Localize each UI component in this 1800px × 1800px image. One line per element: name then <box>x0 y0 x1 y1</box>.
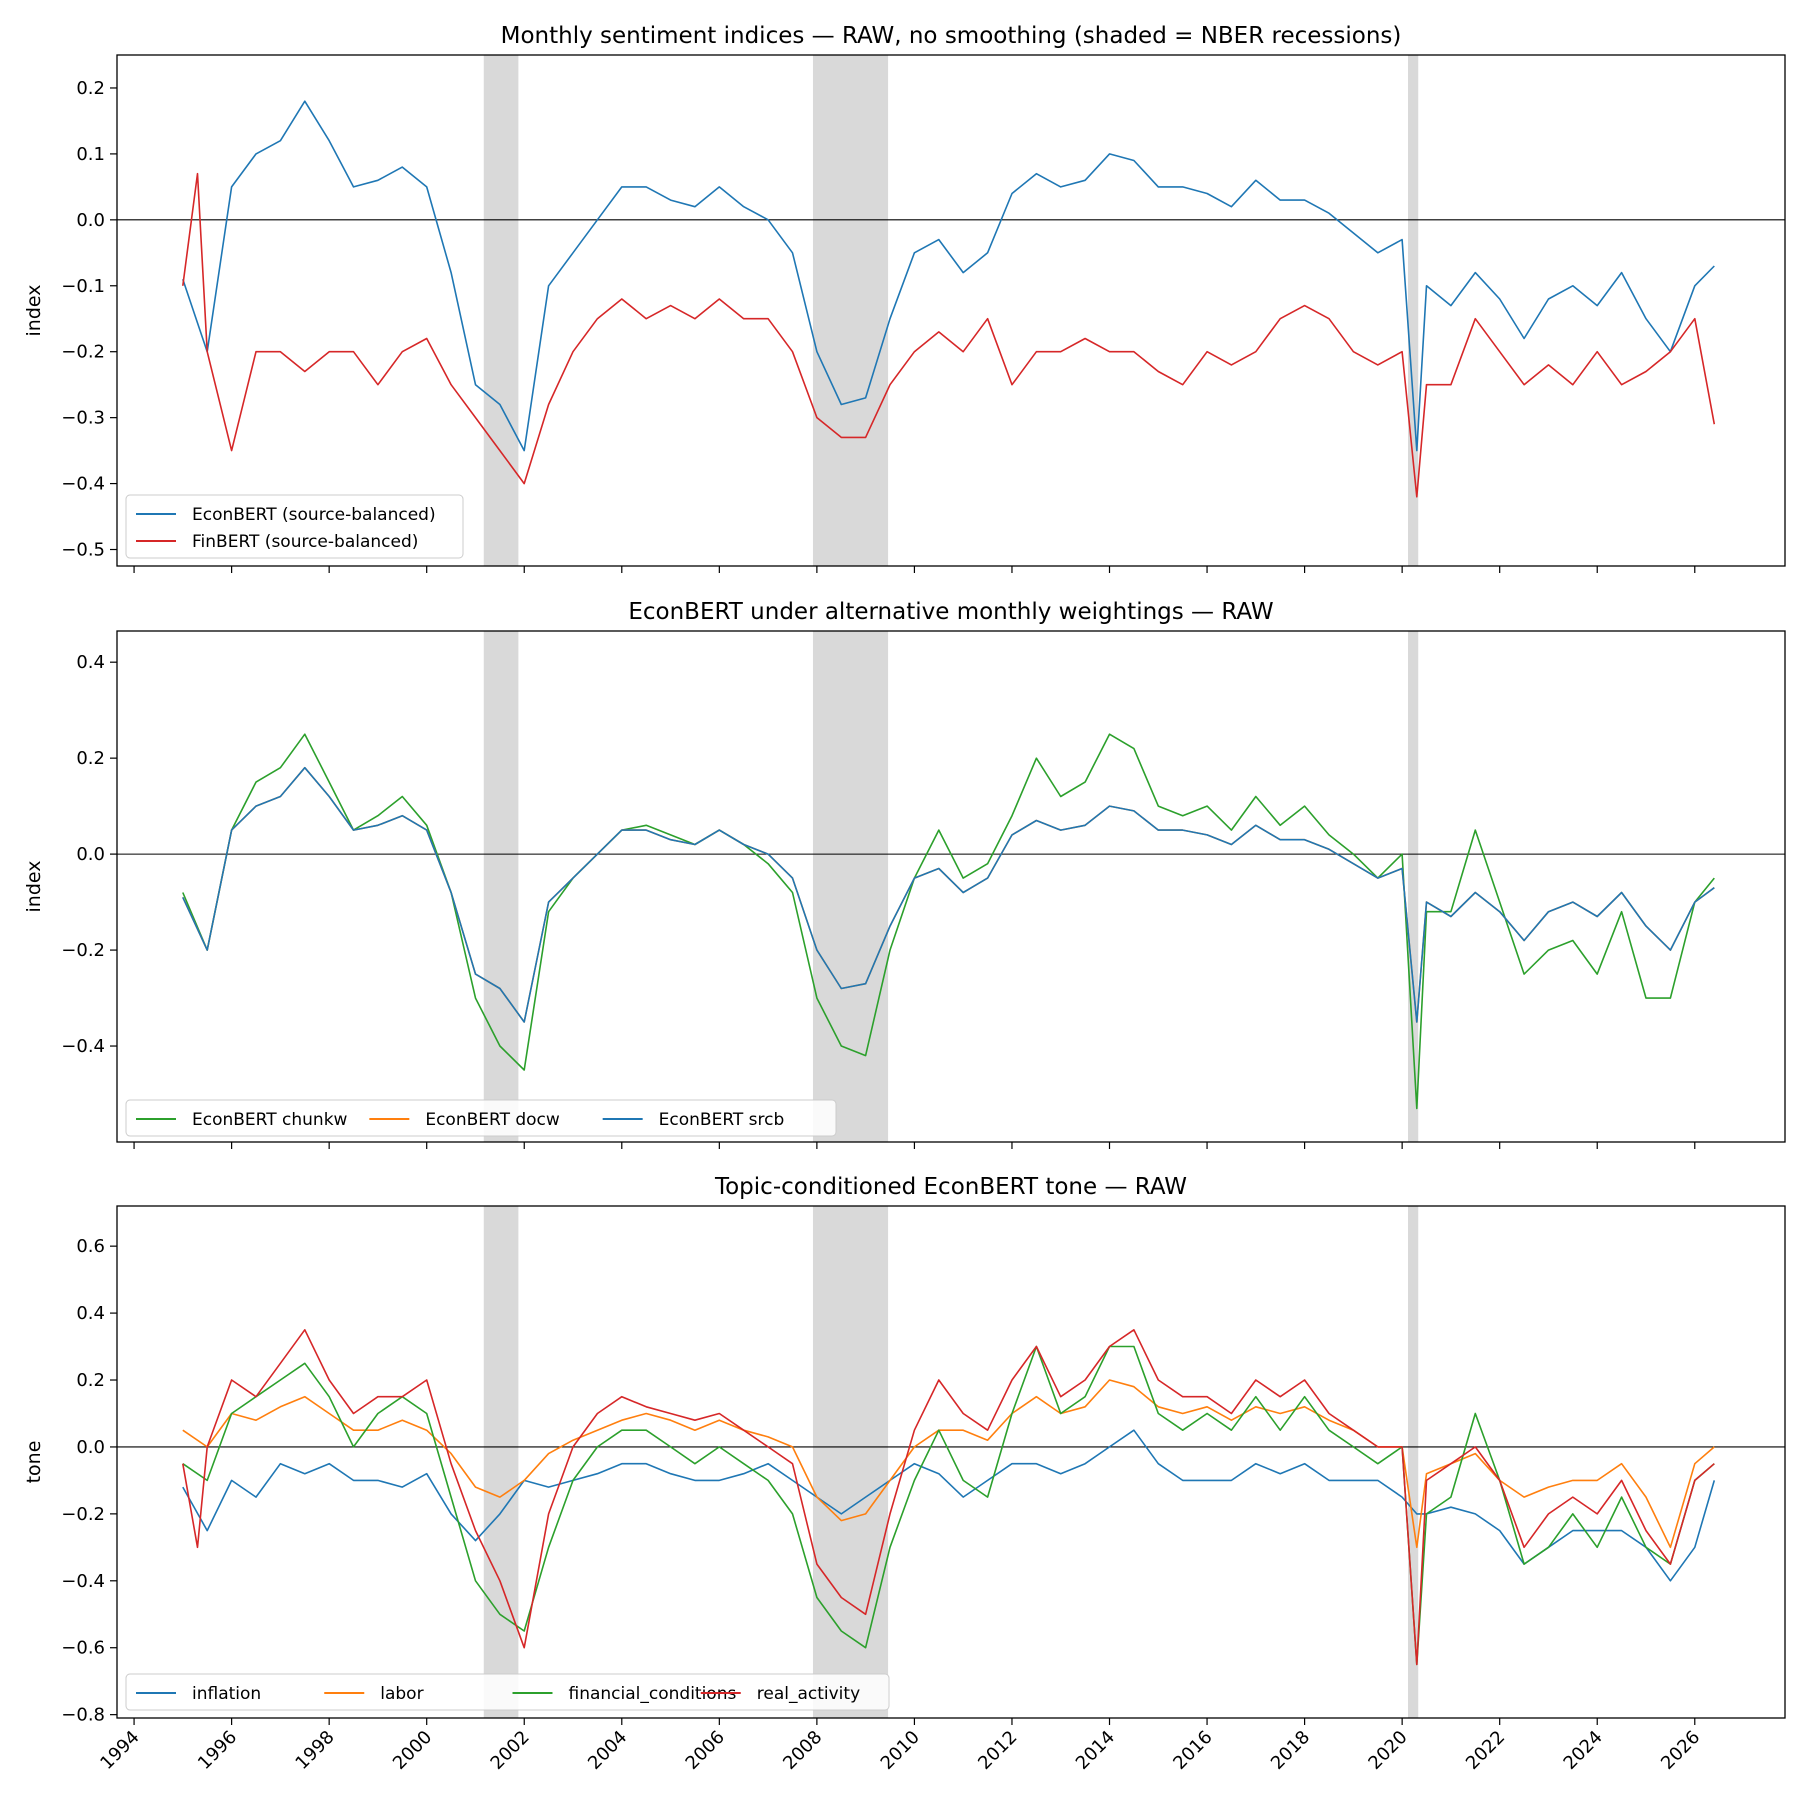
series-layer <box>182 100 1716 498</box>
y-tick-label: −0.4 <box>61 1036 105 1057</box>
recession-shading-layer <box>483 631 1419 1142</box>
y-tick-label: −0.4 <box>61 474 105 495</box>
legend-label: EconBERT chunkw <box>192 1110 348 1130</box>
series-layer <box>182 733 1715 1110</box>
y-tick-label: −0.5 <box>61 540 105 561</box>
legend-label: EconBERT (source-balanced) <box>192 505 436 525</box>
chart-title: Topic-conditioned EconBERT tone — RAW <box>714 1174 1187 1200</box>
chart-title: EconBERT under alternative monthly weigh… <box>628 599 1273 625</box>
legend: EconBERT (source-balanced) FinBERT (sourc… <box>125 494 464 559</box>
x-tick-label: 1998 <box>291 1727 338 1774</box>
series-line-econbert-chunkw <box>182 733 1715 1110</box>
y-tick-label: −0.8 <box>61 1705 105 1726</box>
x-tick-label: 2020 <box>1364 1727 1411 1774</box>
series-line-labor <box>182 1379 1715 1549</box>
y-tick-label: 0.2 <box>76 1370 105 1391</box>
y-tick-label: −0.4 <box>61 1571 105 1592</box>
recession-band <box>812 55 889 566</box>
series-layer <box>182 1329 1716 1666</box>
recession-band <box>1407 631 1419 1142</box>
y-tick-label: 0.2 <box>76 78 105 99</box>
series-line-econbert-source-balanced- <box>182 100 1715 452</box>
x-tick-label: 2008 <box>779 1727 826 1774</box>
y-axis-label: index <box>23 285 45 337</box>
recession-band <box>812 631 889 1142</box>
chart-panel-1: −0.5 −0.4 −0.3 −0.2 −0.1 0.0 0.1 0.2 Monthly se… <box>23 23 1786 573</box>
recession-band <box>1407 55 1419 566</box>
legend-label: inflation <box>192 1684 261 1704</box>
y-tick-label: −0.2 <box>61 1504 105 1525</box>
y-axis-ticks: −0.5 −0.4 −0.3 −0.2 −0.1 0.0 0.1 0.2 <box>61 78 117 561</box>
recession-band <box>1407 1206 1419 1718</box>
x-tick-label: 2000 <box>389 1727 436 1774</box>
x-axis-ticks <box>133 1142 1696 1149</box>
x-tick-label: 2014 <box>1072 1727 1119 1774</box>
y-axis-label: index <box>23 861 45 913</box>
x-tick-label: 2026 <box>1657 1727 1704 1774</box>
y-tick-label: −0.2 <box>61 342 105 363</box>
x-tick-label: 2012 <box>974 1727 1021 1774</box>
y-tick-label: 0.4 <box>76 1303 105 1324</box>
legend-box <box>125 1673 890 1711</box>
y-tick-label: 0.1 <box>76 144 105 165</box>
x-axis-ticks: 1994 1996 1998 2000 2002 2004 2006 2008 2010 2012… <box>96 1718 1704 1774</box>
x-tick-label: 2010 <box>877 1727 924 1774</box>
y-tick-label: 0.0 <box>76 210 105 231</box>
x-tick-label: 2022 <box>1462 1727 1509 1774</box>
legend-label: FinBERT (source-balanced) <box>192 532 418 552</box>
recession-band <box>483 631 519 1142</box>
plot-frame <box>116 1205 1786 1719</box>
legend-box <box>125 1099 837 1137</box>
legend-label: real_activity <box>757 1684 860 1704</box>
y-tick-label: 0.6 <box>76 1236 105 1257</box>
recession-band <box>483 55 519 566</box>
chart-panel-2: −0.4 −0.2 0.0 0.2 0.4 EconBERT under alterna… <box>23 599 1786 1149</box>
y-axis-ticks: −0.8 −0.6 −0.4 −0.2 0.0 0.2 0.4 0.6 <box>61 1236 117 1726</box>
x-tick-label: 2024 <box>1560 1727 1607 1774</box>
x-tick-label: 2004 <box>584 1727 631 1774</box>
legend-label: financial_conditions <box>569 1684 737 1704</box>
chart-panel-3: −0.8−0.6−0.4−0.20.00.20.40.6 1994 1996 199… <box>23 1174 1786 1774</box>
legend-label: EconBERT srcb <box>659 1110 785 1130</box>
x-tick-label: 2006 <box>682 1727 729 1774</box>
recession-band <box>483 1206 519 1718</box>
x-tick-label: 1994 <box>96 1727 143 1774</box>
y-tick-label: −0.2 <box>61 940 105 961</box>
y-tick-label: −0.6 <box>61 1638 105 1659</box>
y-tick-label: 0.0 <box>76 1437 105 1458</box>
recession-band <box>812 1206 889 1718</box>
y-tick-label: −0.1 <box>61 276 105 297</box>
y-axis-ticks: −0.4 −0.2 0.0 0.2 0.4 <box>61 652 117 1057</box>
x-tick-label: 1996 <box>194 1727 241 1774</box>
x-tick-label: 2002 <box>487 1727 534 1774</box>
y-tick-label: 0.2 <box>76 748 105 769</box>
legend: EconBERT chunkw EconBERT docw EconBERT src… <box>125 1099 837 1137</box>
chart-title: Monthly sentiment indices — RAW, no smoo… <box>501 23 1402 49</box>
recession-shading-layer <box>483 55 1419 566</box>
y-axis-label: tone <box>23 1441 45 1484</box>
x-tick-label: 2016 <box>1169 1727 1216 1774</box>
y-tick-label: 0.0 <box>76 844 105 865</box>
plot-frame <box>116 54 1786 567</box>
x-axis-ticks <box>133 566 1696 573</box>
y-tick-label: −0.3 <box>61 408 105 429</box>
series-line-econbert-srcb <box>182 766 1715 1023</box>
legend-label: EconBERT docw <box>425 1110 560 1130</box>
series-line-financial-conditions <box>182 1345 1715 1666</box>
legend-box <box>125 494 464 559</box>
y-tick-label: 0.4 <box>76 652 105 673</box>
series-line-finbert-source-balanced- <box>182 172 1716 498</box>
series-line-inflation <box>182 1429 1716 1582</box>
x-tick-label: 2018 <box>1267 1727 1314 1774</box>
series-line-econbert-docw <box>182 766 1715 1023</box>
legend: inflation labor financial_conditions real_a… <box>125 1673 890 1711</box>
recession-shading-layer <box>483 1206 1419 1718</box>
series-line-real-activity <box>182 1329 1715 1666</box>
plot-frame <box>116 630 1786 1143</box>
legend-label: labor <box>380 1684 423 1704</box>
